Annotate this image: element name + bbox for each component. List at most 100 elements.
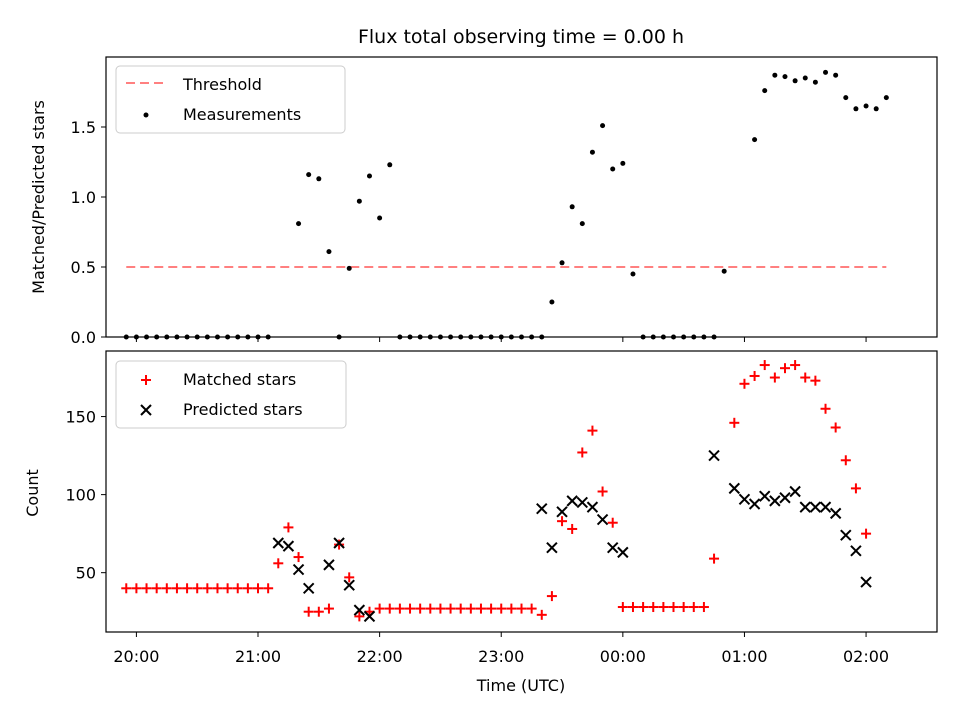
- predicted-star-point: [759, 490, 771, 502]
- bottom-x-ticks: 20:00 21:00 22:00 23:00 00:00 01:00 02:00: [113, 632, 889, 666]
- matched-star-point: [131, 583, 142, 594]
- matched-star-point: [293, 552, 304, 563]
- matched-star-point: [475, 603, 486, 614]
- predicted-star-point: [363, 610, 376, 623]
- matched-star-point: [161, 583, 172, 594]
- predicted-star-point: [343, 579, 355, 591]
- measurement-point: [549, 299, 555, 305]
- measurement-point: [752, 137, 758, 143]
- predicted-star-point: [576, 496, 589, 509]
- legend-plus-marker: [141, 375, 151, 385]
- measurement-point: [377, 215, 383, 221]
- predicted-star-point: [738, 493, 751, 506]
- matched-star-point: [688, 602, 699, 613]
- measurement-point: [589, 149, 595, 155]
- matched-star-point: [273, 558, 284, 569]
- predicted-star-point: [282, 540, 295, 552]
- measurement-point: [802, 75, 808, 81]
- x-tick-label: 02:00: [843, 647, 889, 666]
- predicted-star-point: [860, 576, 872, 588]
- matched-star-point: [344, 572, 355, 583]
- top-y-ticks: 0.0 0.5 1.0 1.5: [71, 118, 106, 347]
- matched-star-point: [445, 603, 456, 614]
- measurement-point: [620, 160, 626, 166]
- bottom-y-ticks: 50 100 150: [65, 408, 106, 583]
- measurement-point: [630, 271, 636, 277]
- measurement-point: [296, 221, 302, 227]
- matched-star-point: [709, 553, 720, 564]
- bottom-legend: Matched stars Predicted stars: [115, 360, 347, 429]
- matched-star-point: [729, 417, 740, 428]
- predicted-star-point: [292, 563, 305, 576]
- bottom-legend-box: [115, 360, 347, 429]
- matched-star-point: [658, 602, 669, 613]
- matched-star-point: [536, 609, 547, 620]
- matched-star-point: [668, 602, 679, 613]
- measurement-point: [366, 173, 372, 179]
- top-y-tick-label: 0.5: [71, 258, 96, 277]
- matched-star-point: [749, 370, 760, 381]
- legend-matched-swatch: [141, 375, 151, 385]
- measurement-point: [863, 103, 869, 109]
- predicted-star-point: [840, 529, 852, 541]
- matched-star-point: [790, 360, 801, 371]
- matched-star-point: [374, 603, 385, 614]
- matched-star-point: [151, 583, 162, 594]
- matched-star-point: [840, 455, 851, 466]
- measurement-point: [812, 79, 818, 85]
- top-legend: Threshold Measurements: [115, 65, 346, 134]
- measurement-point: [326, 249, 332, 255]
- top-x-ticks: [135, 337, 867, 342]
- measurement-point: [853, 106, 859, 112]
- matched-star-point: [405, 603, 416, 614]
- matched-star-point: [415, 603, 426, 614]
- matched-star-point: [830, 422, 841, 433]
- measurement-point: [387, 162, 393, 168]
- x-tick-label: 21:00: [235, 647, 281, 666]
- matched-star-point: [627, 602, 638, 613]
- predicted-star-point: [789, 485, 801, 498]
- bottom-y-axis-label: Count: [23, 469, 42, 517]
- matched-star-point: [567, 523, 578, 534]
- measurement-point: [782, 74, 788, 80]
- predicted-star-point: [607, 541, 619, 554]
- matched-star-point: [779, 363, 790, 374]
- predicted-star-point: [809, 501, 822, 513]
- legend-x-marker: [140, 404, 152, 416]
- predicted-star-point: [850, 545, 862, 557]
- predicted-star-point: [769, 495, 781, 507]
- chart-title: Flux total observing time = 0.00 h: [358, 26, 684, 48]
- predicted-star-point: [323, 559, 335, 571]
- matched-star-point: [121, 583, 132, 594]
- legend-predicted-label: Predicted stars: [183, 400, 303, 419]
- matched-star-point: [212, 583, 223, 594]
- matched-star-point: [253, 583, 264, 594]
- matched-star-point: [192, 583, 203, 594]
- measurement-point: [579, 221, 585, 227]
- matched-star-point: [202, 583, 213, 594]
- matched-star-point: [496, 603, 507, 614]
- predicted-star-point: [566, 495, 578, 507]
- matched-star-point: [638, 602, 649, 613]
- matched-star-point: [384, 603, 395, 614]
- matched-star-point: [587, 425, 598, 436]
- predicted-star-point: [546, 541, 558, 554]
- matched-star-point: [516, 603, 527, 614]
- matched-star-point: [607, 517, 618, 528]
- legend-matched-label: Matched stars: [183, 370, 296, 389]
- matched-star-point: [232, 583, 243, 594]
- bottom-y-tick-label: 50: [76, 564, 96, 583]
- matched-star-point: [182, 583, 193, 594]
- predicted-star-point: [556, 506, 568, 518]
- x-axis-label: Time (UTC): [476, 676, 565, 695]
- matched-star-point: [810, 375, 821, 386]
- matched-star-point: [222, 583, 233, 594]
- matched-star-point: [313, 606, 324, 617]
- matched-star-point: [739, 378, 750, 389]
- measurement-point: [600, 123, 606, 129]
- predicted-star-point: [829, 507, 842, 520]
- measurement-point: [792, 78, 798, 84]
- bottom-plot-area: [121, 360, 872, 623]
- predicted-star-point: [748, 498, 761, 510]
